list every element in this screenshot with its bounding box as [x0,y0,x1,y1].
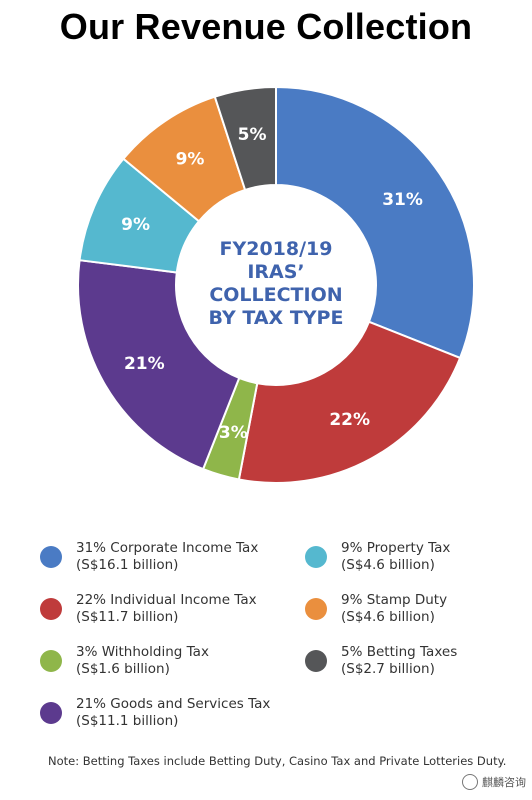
legend-item-property-tax: 9% Property Tax (S$4.6 billion) [305,540,450,574]
slice-percent-label: 5% [238,125,267,145]
legend-item-corporate-income-tax: 31% Corporate Income Tax (S$16.1 billion) [40,540,258,574]
legend-amount: (S$1.6 billion) [76,661,170,677]
legend-label: 31% Corporate Income Tax [76,540,259,556]
legend-item-individual-income-tax: 22% Individual Income Tax (S$11.7 billion… [40,592,257,626]
legend-amount: (S$4.6 billion) [341,609,435,625]
legend-item-goods-and-services-tax: 21% Goods and Services Tax (S$11.1 billio… [40,696,270,730]
slice-percent-label: 3% [219,423,248,443]
donut-chart: 31% 22% 3% 21% 9% 9% 5% FY2018/19IRAS’COLLECTIO… [77,85,475,484]
footnote: Note: Betting Taxes include Betting Duty… [48,754,507,768]
legend-amount: (S$2.7 billion) [341,661,435,677]
slice-percent-label: 9% [121,215,150,235]
legend-amount: (S$4.6 billion) [341,557,435,573]
center-label-line: BY TAX TYPE [209,307,344,329]
legend-label: 3% Withholding Tax [76,644,209,660]
donut-slice [237,320,462,484]
legend-item-withholding-tax: 3% Withholding Tax (S$1.6 billion) [40,644,209,678]
donut-slice [77,259,241,471]
center-label-line: COLLECTION [209,284,342,306]
legend-label: 5% Betting Taxes [341,644,458,660]
legend-swatch [40,702,62,724]
watermark-text: 麒麟咨询 [482,776,526,789]
slice-percent-label: 21% [124,354,165,374]
slice-percent-label: 22% [329,410,370,430]
legend-swatch [305,650,327,672]
legend-label: 9% Stamp Duty [341,592,448,608]
legend-amount: (S$11.1 billion) [76,713,179,729]
donut-slice [275,85,475,360]
legend-label: 22% Individual Income Tax [76,592,257,608]
slice-percent-label: 31% [382,190,423,210]
legend-label: 9% Property Tax [341,540,451,556]
wechat-icon [462,774,478,790]
page-title: Our Revenue Collection [59,6,473,47]
legend-label: 21% Goods and Services Tax [76,696,271,712]
legend-swatch [40,598,62,620]
legend-swatch [305,546,327,568]
center-label-line: IRAS’ [247,261,304,283]
legend-swatch [40,546,62,568]
legend-swatch [40,650,62,672]
legend-amount: (S$11.7 billion) [76,609,179,625]
legend-swatch [305,598,327,620]
slice-percent-label: 9% [176,149,205,169]
legend-item-stamp-duty: 9% Stamp Duty (S$4.6 billion) [305,592,447,626]
legend-item-betting-taxes: 5% Betting Taxes (S$2.7 billion) [305,644,457,678]
legend-amount: (S$16.1 billion) [76,557,179,573]
donut-slice [213,85,277,192]
center-label-line: FY2018/19 [220,238,333,260]
watermark: 麒麟咨询 [462,774,526,790]
